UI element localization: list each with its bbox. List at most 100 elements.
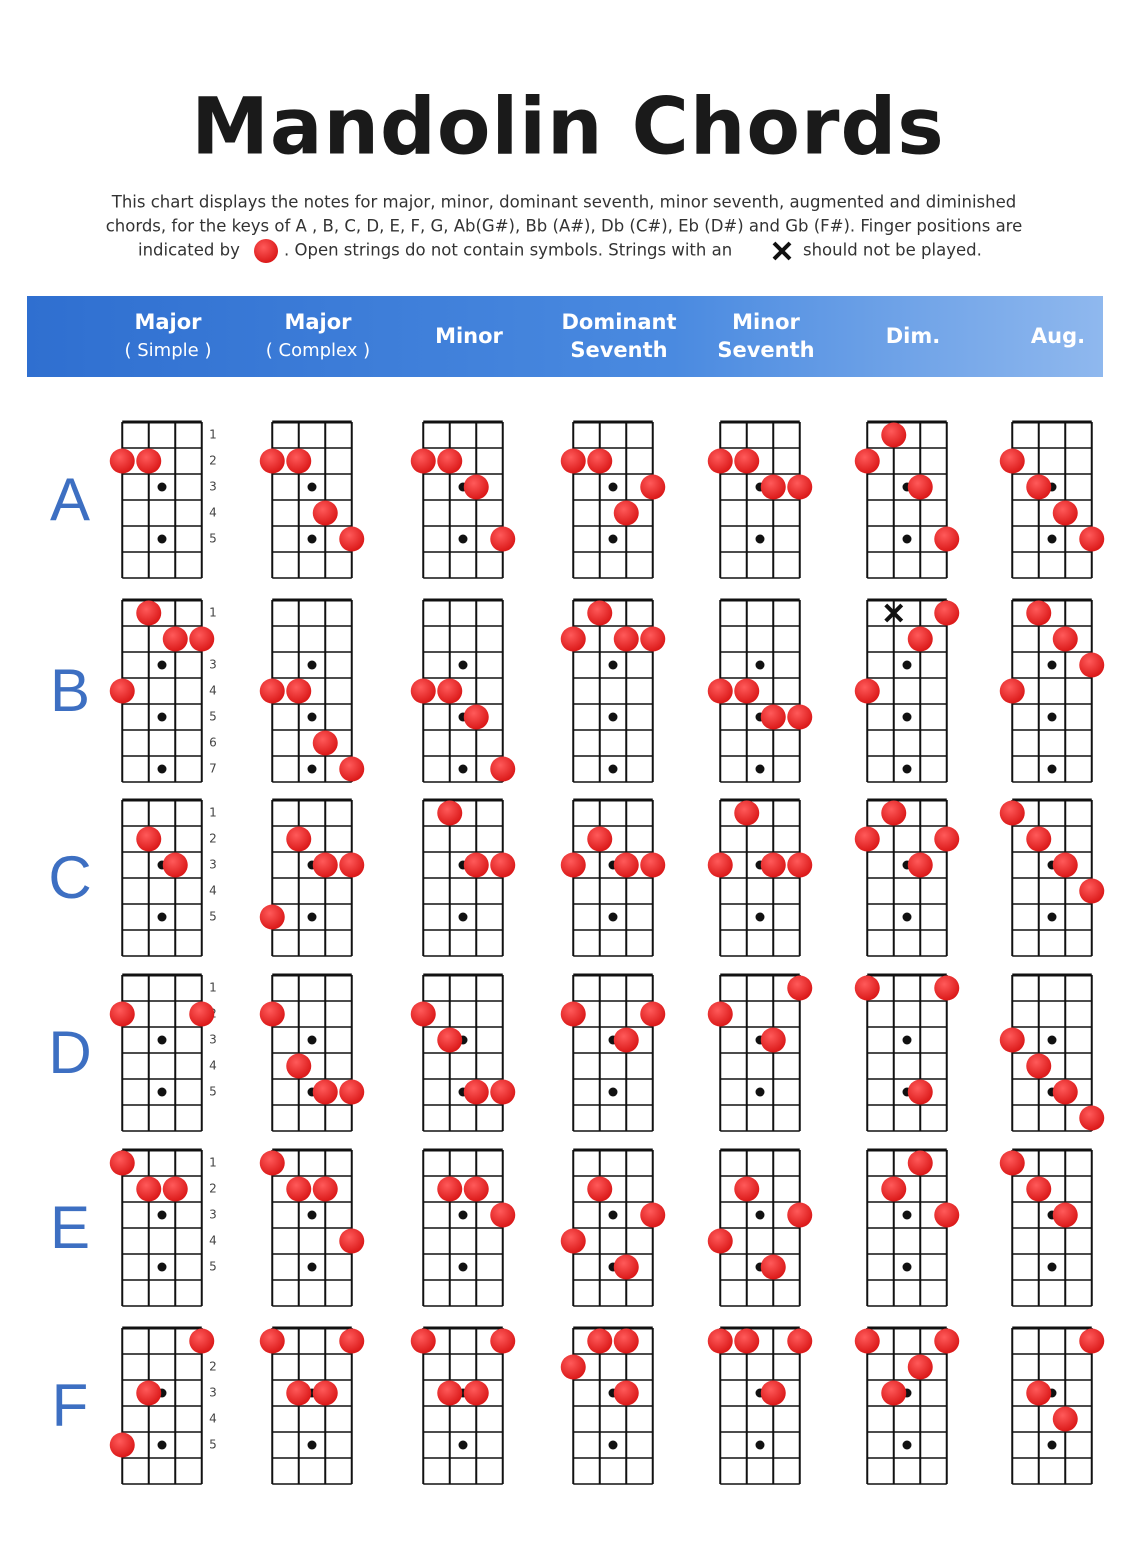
finger <box>587 600 613 626</box>
finger <box>490 756 516 782</box>
finger <box>1052 852 1078 878</box>
fret-marker <box>1047 660 1057 670</box>
finger <box>162 1176 188 1202</box>
finger <box>339 756 365 782</box>
header-bar <box>27 296 1103 377</box>
fret-marker <box>307 912 317 922</box>
finger <box>189 1001 215 1027</box>
fret-marker <box>157 764 167 774</box>
finger <box>760 704 786 730</box>
fret-number: 4 <box>209 884 217 898</box>
column-header: Aug. <box>1031 324 1085 348</box>
finger <box>1052 1406 1078 1432</box>
fret-marker <box>608 1440 618 1450</box>
finger <box>410 1328 436 1354</box>
finger <box>734 1176 760 1202</box>
finger <box>339 1079 365 1105</box>
finger <box>907 852 933 878</box>
finger <box>934 600 960 626</box>
fret-marker <box>902 1440 912 1450</box>
finger <box>640 626 666 652</box>
finger <box>854 678 880 704</box>
fret-marker <box>608 482 618 492</box>
fret-marker <box>307 1262 317 1272</box>
description: . Open strings do not contain symbols. S… <box>284 241 732 260</box>
column-header: Seventh <box>570 338 667 362</box>
fret-number: 7 <box>209 762 217 776</box>
fret-marker <box>755 764 765 774</box>
finger <box>1026 474 1052 500</box>
finger <box>734 678 760 704</box>
fret-marker <box>755 1440 765 1450</box>
finger <box>437 1027 463 1053</box>
finger <box>1052 1079 1078 1105</box>
fret-marker <box>307 1210 317 1220</box>
finger <box>437 1176 463 1202</box>
finger <box>463 1079 489 1105</box>
finger <box>339 1328 365 1354</box>
finger <box>490 1079 516 1105</box>
fret-marker <box>458 1210 468 1220</box>
finger <box>312 1176 338 1202</box>
finger <box>410 448 436 474</box>
finger <box>560 1354 586 1380</box>
finger <box>881 1176 907 1202</box>
finger <box>259 678 285 704</box>
fret-marker <box>157 1440 167 1450</box>
finger <box>999 448 1025 474</box>
fret-marker <box>755 660 765 670</box>
fret-marker <box>902 660 912 670</box>
fret-marker <box>307 712 317 722</box>
fret-marker <box>1047 1262 1057 1272</box>
finger <box>286 1380 312 1406</box>
finger <box>490 1202 516 1228</box>
finger <box>490 852 516 878</box>
finger <box>259 1001 285 1027</box>
finger <box>787 1328 813 1354</box>
fret-number: 5 <box>209 710 217 724</box>
finger <box>136 1380 162 1406</box>
finger <box>854 826 880 852</box>
fret-number: 3 <box>209 480 217 494</box>
finger <box>162 852 188 878</box>
fret-marker <box>307 1440 317 1450</box>
finger <box>437 448 463 474</box>
fret-number: 2 <box>209 1182 217 1196</box>
finger <box>707 1228 733 1254</box>
finger <box>410 1001 436 1027</box>
fret-marker <box>902 1262 912 1272</box>
finger <box>1079 878 1105 904</box>
finger <box>787 704 813 730</box>
finger <box>490 526 516 552</box>
finger <box>1079 526 1105 552</box>
fret-marker <box>157 534 167 544</box>
fret-number: 3 <box>209 1033 217 1047</box>
finger <box>587 448 613 474</box>
finger <box>1052 500 1078 526</box>
finger <box>907 1150 933 1176</box>
finger <box>907 1354 933 1380</box>
finger <box>286 826 312 852</box>
title: Mandolin Chords <box>191 82 944 172</box>
fret-marker <box>157 482 167 492</box>
finger <box>999 1150 1025 1176</box>
finger <box>339 526 365 552</box>
column-header: Major <box>284 310 352 334</box>
fret-marker <box>458 534 468 544</box>
finger <box>881 422 907 448</box>
mute-mark <box>884 603 904 623</box>
finger <box>854 1328 880 1354</box>
finger <box>587 1328 613 1354</box>
finger <box>640 1001 666 1027</box>
finger <box>312 500 338 526</box>
finger <box>934 975 960 1001</box>
fret-marker <box>1047 912 1057 922</box>
finger <box>907 474 933 500</box>
finger <box>613 1254 639 1280</box>
fret-marker <box>157 660 167 670</box>
finger <box>259 448 285 474</box>
finger <box>934 1328 960 1354</box>
fret-marker <box>307 482 317 492</box>
finger <box>734 448 760 474</box>
finger <box>707 852 733 878</box>
